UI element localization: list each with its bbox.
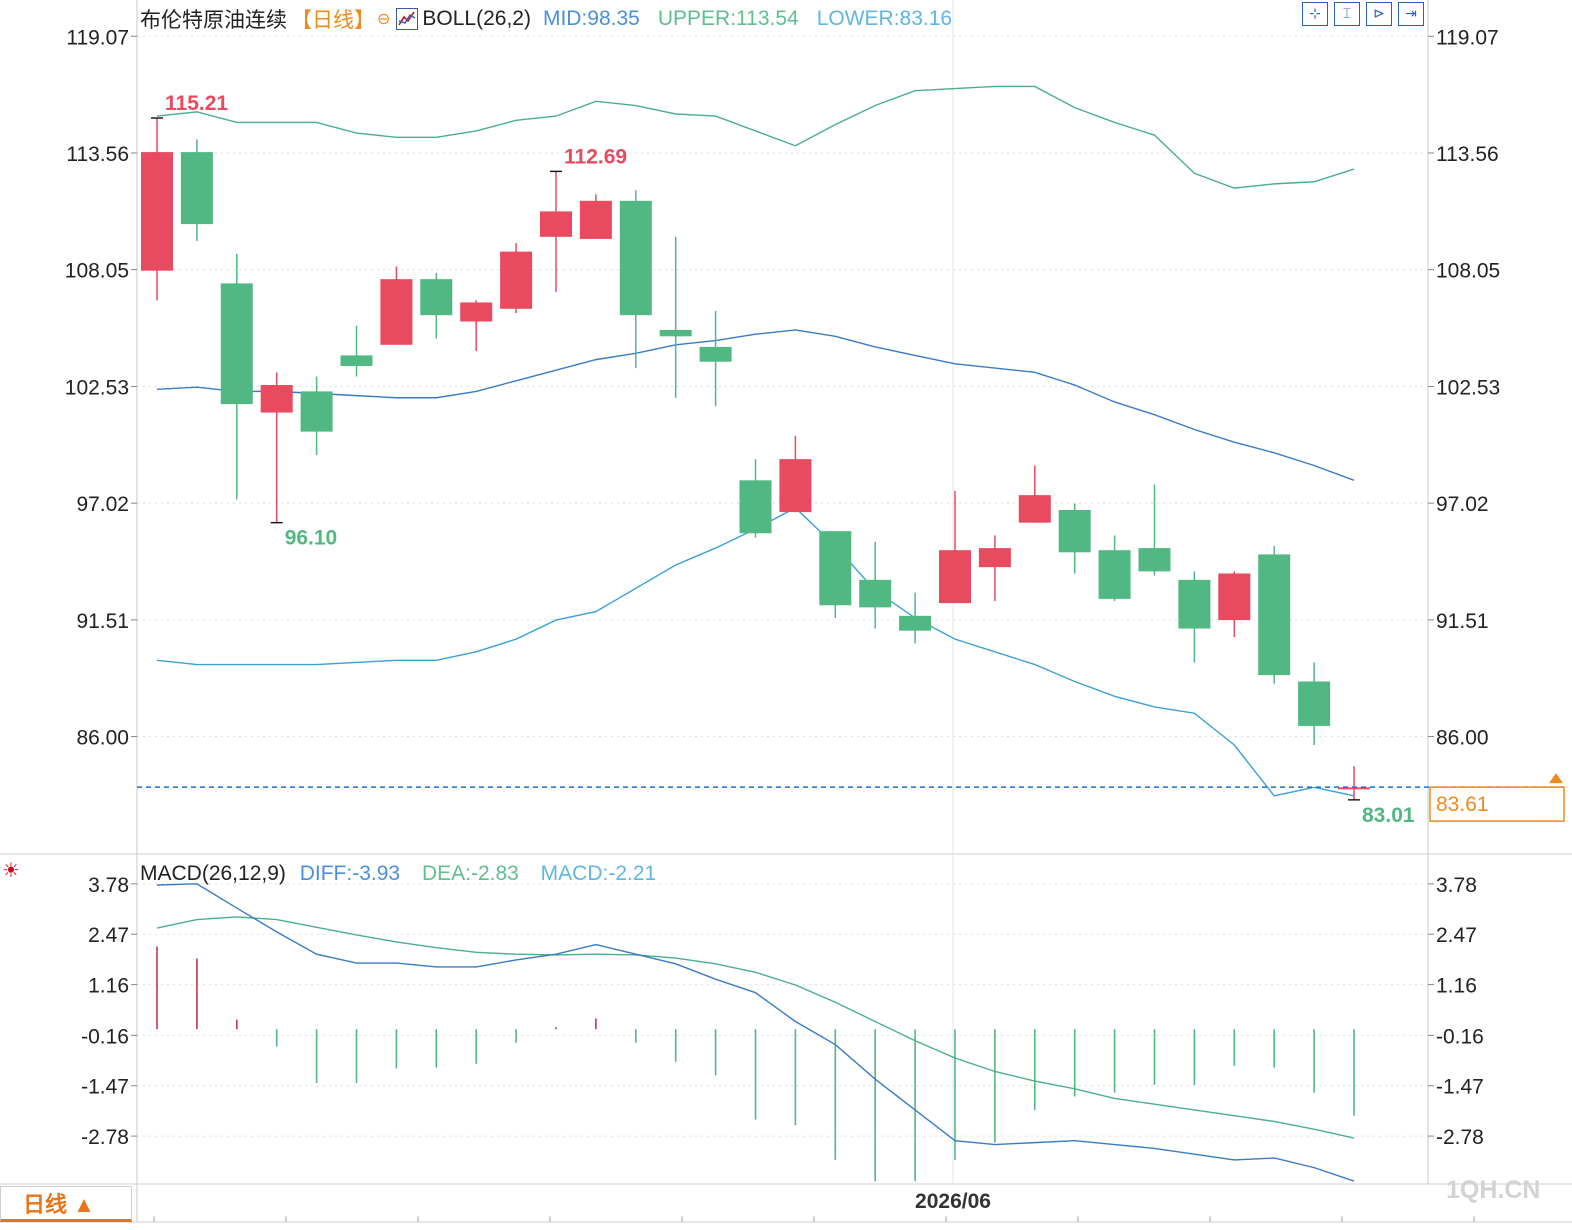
candle-body bbox=[1058, 509, 1091, 553]
period-button[interactable]: 日线 ▲ bbox=[0, 1186, 132, 1222]
macd-dea-value: DEA:-2.83 bbox=[421, 862, 519, 885]
candle-body bbox=[1338, 787, 1370, 790]
candle-body bbox=[819, 531, 852, 606]
candle-body bbox=[899, 615, 932, 631]
candle-body bbox=[340, 355, 373, 366]
candle-body bbox=[1098, 550, 1131, 599]
candle-body bbox=[659, 329, 692, 337]
candle-body bbox=[540, 211, 572, 237]
candle-body bbox=[939, 550, 971, 604]
settings-icon[interactable]: ☀ bbox=[2, 858, 20, 882]
price-tick-label-right: 119.07 bbox=[1436, 26, 1499, 49]
candle-body bbox=[420, 279, 453, 316]
boll-indicator-name[interactable]: BOLL(26,2) bbox=[422, 7, 531, 30]
candle-body bbox=[300, 391, 333, 432]
price-tick-label-right: 102.53 bbox=[1436, 377, 1500, 400]
extreme-label: 83.01 bbox=[1362, 804, 1415, 827]
price-tick-label-left: 119.07 bbox=[66, 26, 129, 49]
candle-body bbox=[859, 579, 892, 608]
current-price-label: 83.61 bbox=[1436, 793, 1489, 816]
macd-tick-label-left: 3.78 bbox=[88, 874, 129, 897]
macd-diff-line bbox=[156, 883, 1355, 1182]
boll-lower-value: LOWER:83.16 bbox=[816, 7, 953, 30]
boll-header: 布伦特原油连续 【日线】 ⊖ BOLL(26,2) MID:98.35 UPPE… bbox=[140, 4, 952, 34]
price-tick-label-left: 97.02 bbox=[76, 493, 129, 516]
candle-body bbox=[1298, 681, 1331, 726]
extreme-label: 115.21 bbox=[165, 92, 228, 115]
macd-tick-label-left: 2.47 bbox=[88, 924, 129, 947]
price-tick-label-right: 97.02 bbox=[1436, 493, 1489, 516]
price-tick-label-right: 91.51 bbox=[1436, 610, 1489, 633]
candle-body bbox=[141, 152, 173, 271]
macd-tick-label-right: -2.78 bbox=[1436, 1126, 1484, 1149]
macd-tick-label-right: -1.47 bbox=[1436, 1076, 1484, 1099]
boll-upper-line bbox=[156, 85, 1355, 189]
macd-tick-label-right: 1.16 bbox=[1436, 975, 1477, 998]
boll-upper-value: UPPER:113.54 bbox=[657, 7, 799, 30]
macd-diff-value: DIFF:-3.93 bbox=[299, 862, 401, 885]
chart-toolbar: ⊹ ⌶ ⊳ ⇥ bbox=[1302, 2, 1424, 26]
candle-body bbox=[1218, 573, 1251, 621]
price-tick-label-right: 86.00 bbox=[1436, 727, 1489, 750]
macd-tick-label-left: -0.16 bbox=[81, 1025, 129, 1048]
candle-body bbox=[739, 480, 772, 534]
boll-mid-value: MID:98.35 bbox=[542, 7, 640, 30]
candle-body bbox=[1018, 495, 1051, 523]
extreme-label: 112.69 bbox=[564, 145, 627, 168]
bar-chart-icon[interactable]: ⌶ bbox=[1334, 2, 1360, 26]
candle-body bbox=[180, 152, 213, 225]
step-forward-icon[interactable]: ⊳ bbox=[1366, 2, 1392, 26]
price-tick-label-left: 102.53 bbox=[65, 377, 129, 400]
macd-tick-label-right: 2.47 bbox=[1436, 924, 1477, 947]
price-tick-label-left: 91.51 bbox=[76, 610, 129, 633]
candle-body bbox=[460, 302, 493, 322]
current-price-box bbox=[1429, 786, 1565, 822]
price-arrow-icon bbox=[1549, 773, 1563, 784]
candle-body bbox=[619, 200, 652, 316]
price-tick-label-left: 108.05 bbox=[65, 260, 129, 283]
candle-body bbox=[500, 251, 533, 309]
price-tick-label-right: 108.05 bbox=[1436, 260, 1500, 283]
candle-body bbox=[779, 459, 812, 513]
macd-hist-value: MACD:-2.21 bbox=[540, 862, 657, 885]
macd-header: MACD(26,12,9) DIFF:-3.93 DEA:-2.83 MACD:… bbox=[140, 862, 672, 886]
candle-body bbox=[1258, 554, 1291, 676]
candle-body bbox=[380, 279, 413, 345]
extreme-label: 96.10 bbox=[285, 527, 338, 550]
boll-mid-line bbox=[156, 329, 1355, 481]
candle-body bbox=[978, 548, 1011, 568]
candle-body bbox=[579, 200, 612, 239]
macd-indicator-name[interactable]: MACD(26,12,9) bbox=[140, 862, 286, 885]
date-label: 2026/06 bbox=[915, 1190, 991, 1213]
macd-dea-line bbox=[156, 916, 1355, 1139]
period-label[interactable]: 【日线】 bbox=[291, 9, 375, 32]
collapse-icon[interactable]: ⊖ bbox=[377, 11, 391, 28]
boll-lower-line bbox=[156, 506, 1355, 797]
candle-body bbox=[1138, 548, 1171, 572]
candle-body bbox=[260, 385, 293, 413]
indicator-icon[interactable] bbox=[396, 8, 419, 30]
fast-forward-icon[interactable]: ⇥ bbox=[1398, 2, 1424, 26]
macd-tick-label-right: 3.78 bbox=[1436, 874, 1477, 897]
price-tick-label-right: 113.56 bbox=[1436, 143, 1499, 166]
macd-tick-label-left: -2.78 bbox=[81, 1126, 129, 1149]
zoom-in-icon[interactable]: ⊹ bbox=[1302, 2, 1328, 26]
price-tick-label-left: 86.00 bbox=[76, 727, 129, 750]
symbol-title: 布伦特原油连续 bbox=[140, 9, 287, 32]
indicator-chart-icon bbox=[398, 11, 416, 26]
watermark: 1QH.CN bbox=[1446, 1176, 1541, 1204]
candle-body bbox=[1178, 579, 1211, 629]
macd-tick-label-right: -0.16 bbox=[1436, 1025, 1484, 1048]
macd-tick-label-left: -1.47 bbox=[81, 1076, 129, 1099]
macd-tick-label-left: 1.16 bbox=[88, 975, 129, 998]
candle-body bbox=[699, 346, 732, 362]
candle-body bbox=[220, 283, 253, 405]
price-tick-label-left: 113.56 bbox=[66, 143, 129, 166]
